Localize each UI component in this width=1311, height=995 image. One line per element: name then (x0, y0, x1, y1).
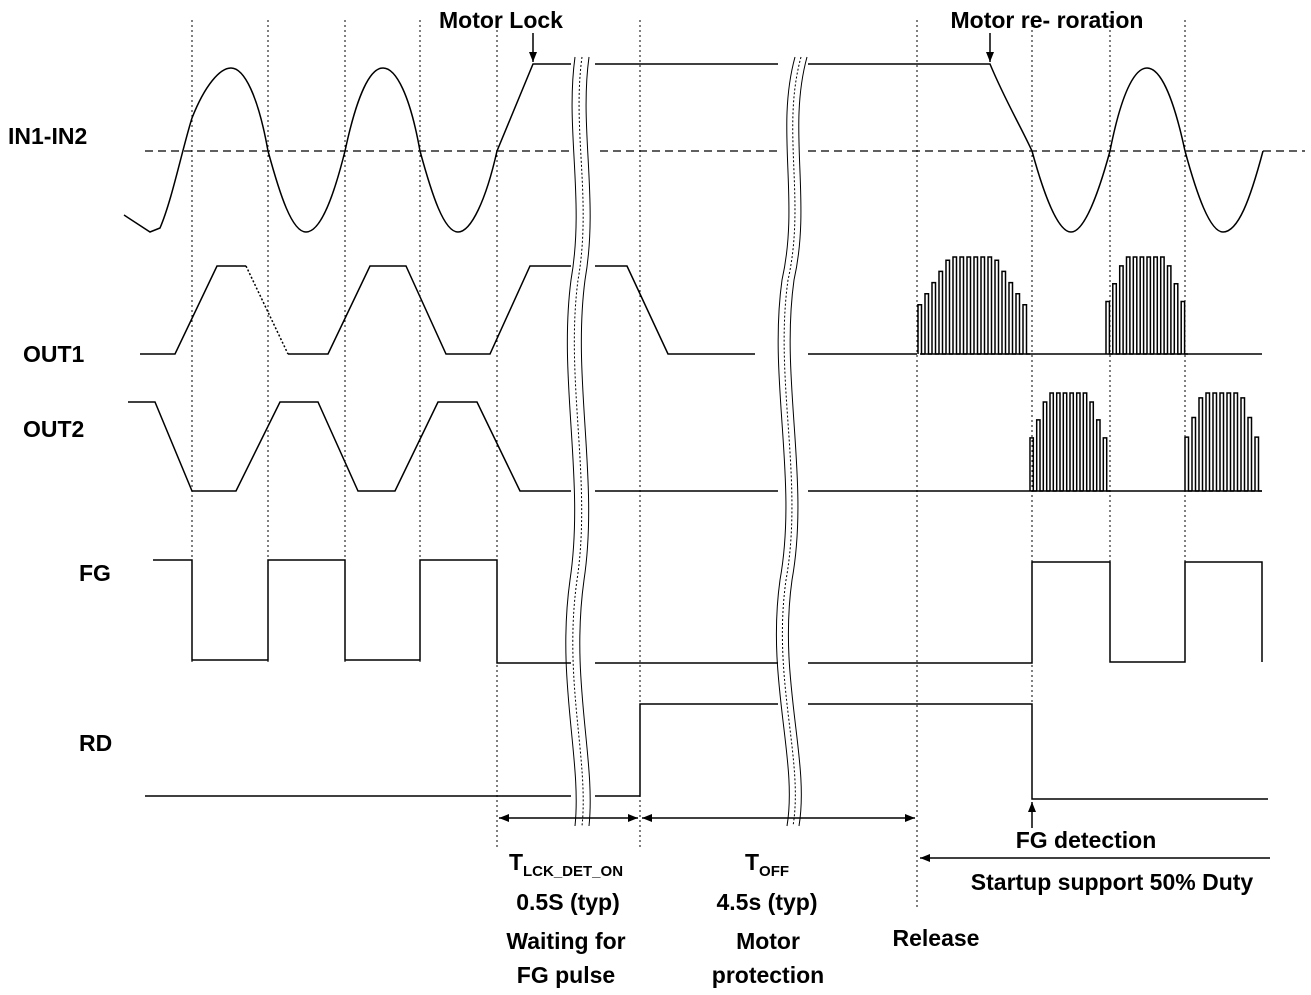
motor-reroration-label: Motor re- roration (951, 7, 1144, 33)
t-off-desc-line1: Motor (736, 928, 800, 954)
signal-label-fg: FG (79, 560, 111, 586)
startup-support-label: Startup support 50% Duty (971, 869, 1254, 895)
signal-label-in1-in2: IN1-IN2 (8, 123, 87, 149)
out1-waveform (140, 256, 1262, 355)
t-off-label: TOFF (745, 849, 789, 880)
signal-label-out1: OUT1 (23, 341, 85, 367)
in1-in2-waveform (123, 63, 1264, 233)
signal-label-out2: OUT2 (23, 416, 84, 442)
time-break-right (775, 56, 808, 827)
t-off-subscript: OFF (759, 863, 789, 880)
motor-lock-label: Motor Lock (439, 7, 563, 33)
fg-waveform (153, 559, 1263, 664)
timing-arrows (499, 33, 1270, 862)
t-lck-det-on-desc-line2: FG pulse (517, 962, 615, 988)
t-off-desc-line2: protection (712, 962, 824, 988)
rd-waveform (145, 703, 1268, 800)
t-lck-det-on-value: 0.5S (typ) (516, 889, 620, 915)
t-lck-det-on-label: TLCK_DET_ON (509, 849, 623, 880)
signal-label-rd: RD (79, 730, 112, 756)
t-lck-subscript: LCK_DET_ON (523, 863, 623, 880)
fg-detection-label: FG detection (1016, 827, 1157, 853)
t-off-symbol: T (745, 849, 759, 875)
time-break-left (565, 56, 595, 827)
out2-waveform (128, 392, 1262, 492)
t-lck-det-on-desc-line1: Waiting for (506, 928, 625, 954)
t-off-value: 4.5s (typ) (717, 889, 818, 915)
t-lck-symbol: T (509, 849, 523, 875)
release-label: Release (893, 925, 980, 951)
